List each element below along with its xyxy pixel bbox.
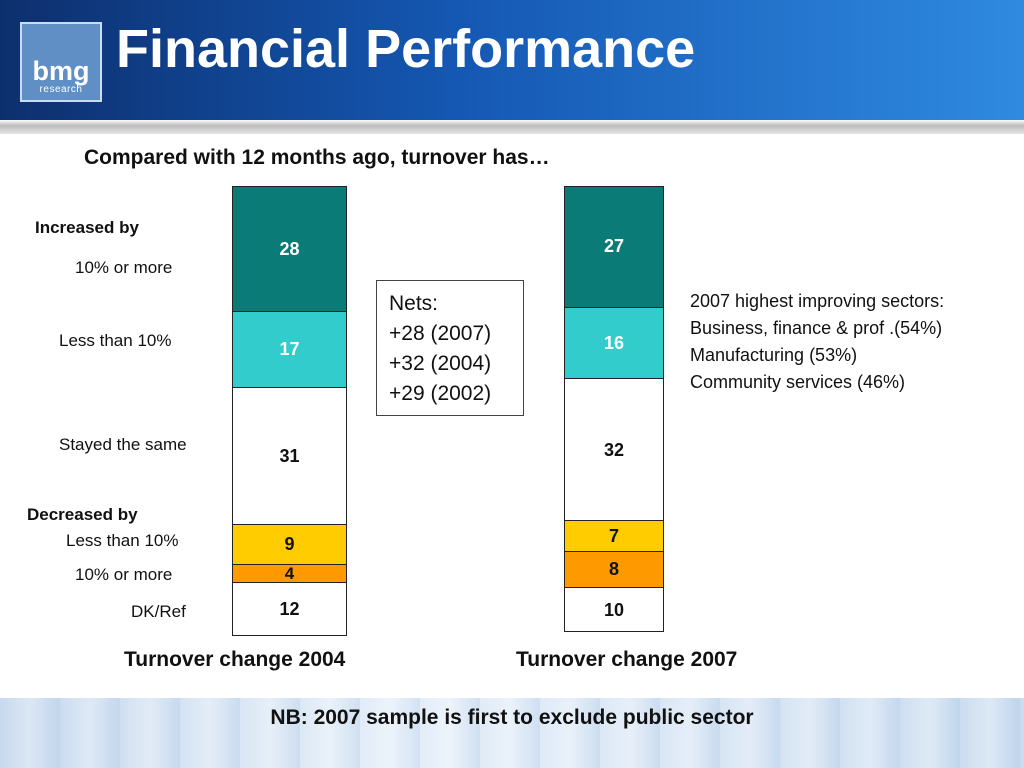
label-stayed-same: Stayed the same	[59, 435, 187, 454]
data-label-dec_less_10-2007: 7	[608, 526, 619, 546]
data-label-dk_ref-2004: 12	[279, 598, 300, 619]
data-label-inc_less_10-2004: 17	[279, 339, 300, 360]
x-label-2004: Turnover change 2004	[124, 648, 346, 671]
bmg-research-logo: bmg research	[20, 22, 102, 102]
logo-subtext: research	[39, 84, 83, 95]
data-label-dec_less_10-2004: 9	[284, 534, 295, 555]
nets-value-2002: +29 (2002)	[389, 382, 492, 405]
label-decreased-by: Decreased by	[27, 505, 138, 524]
bar-segment-dec_10_more-2007: 8	[565, 551, 663, 587]
data-label-inc_10_more-2007: 27	[603, 236, 625, 256]
stacked-bar-2007: 27 16 32 7 8 10	[564, 186, 664, 632]
data-label-dec_10_more-2007: 8	[608, 559, 619, 580]
chart-title: Compared with 12 months ago, turnover ha…	[84, 146, 550, 169]
bar-segment-stayed_same-2004: 31	[233, 386, 346, 525]
nets-value-2007: +28 (2007)	[389, 322, 492, 345]
sector-community: Community services (46%)	[690, 372, 906, 392]
header-banner: bmg research Financial Performance	[0, 0, 1024, 120]
bar-segment-inc_10_more-2004: 28	[233, 187, 346, 312]
footer-decoration	[0, 698, 1024, 768]
sector-manufacturing: Manufacturing (53%)	[690, 345, 858, 365]
label-increased-by: Increased by	[35, 218, 139, 237]
data-label-stayed_same-2007: 32	[603, 439, 625, 460]
header-divider	[0, 120, 1024, 134]
bar-segment-inc_10_more-2007: 27	[565, 187, 663, 307]
data-label-stayed_same-2004: 31	[279, 445, 300, 466]
bar-segment-inc_less_10-2004: 17	[233, 311, 346, 387]
stacked-bar-2004: 28 17 31 9 4 12	[232, 186, 347, 636]
data-label-inc_less_10-2007: 16	[603, 332, 625, 353]
page-title: Financial Performance	[116, 19, 696, 79]
bar-segment-dk_ref-2007: 10	[565, 586, 663, 631]
x-label-2007: Turnover change 2007	[516, 648, 738, 671]
data-label-inc_10_more-2004: 28	[279, 239, 300, 259]
bar-segment-dk_ref-2004: 12	[233, 581, 346, 635]
label-dk-ref: DK/Ref	[131, 602, 186, 621]
footer-banner	[0, 698, 1024, 768]
logo-text: bmg	[32, 56, 90, 86]
nets-heading: Nets:	[389, 292, 439, 315]
sectors-heading: 2007 highest improving sectors:	[690, 291, 945, 311]
nets-box: Nets: +28 (2007) +32 (2004) +29 (2002)	[376, 280, 524, 416]
bar-segment-dec_10_more-2004: 4	[233, 564, 346, 582]
footnote: NB: 2007 sample is first to exclude publ…	[270, 706, 754, 729]
label-dec-less-10: Less than 10%	[66, 531, 179, 550]
sectors-annotation: 2007 highest improving sectors: Business…	[690, 288, 944, 396]
bar-segment-inc_less_10-2007: 16	[565, 306, 663, 378]
sector-business: Business, finance & prof .(54%)	[690, 318, 943, 338]
bar-segment-dec_less_10-2007: 7	[565, 520, 663, 552]
data-label-dk_ref-2007: 10	[603, 599, 625, 620]
bar-segment-stayed_same-2007: 32	[565, 377, 663, 520]
data-label-dec_10_more-2004: 4	[284, 564, 295, 584]
bar-segment-dec_less_10-2004: 9	[233, 524, 346, 564]
label-dec-10-more: 10% or more	[75, 565, 173, 584]
label-inc-10-more: 10% or more	[75, 258, 173, 277]
label-inc-less-10: Less than 10%	[59, 331, 172, 350]
nets-value-2004: +32 (2004)	[389, 352, 492, 375]
